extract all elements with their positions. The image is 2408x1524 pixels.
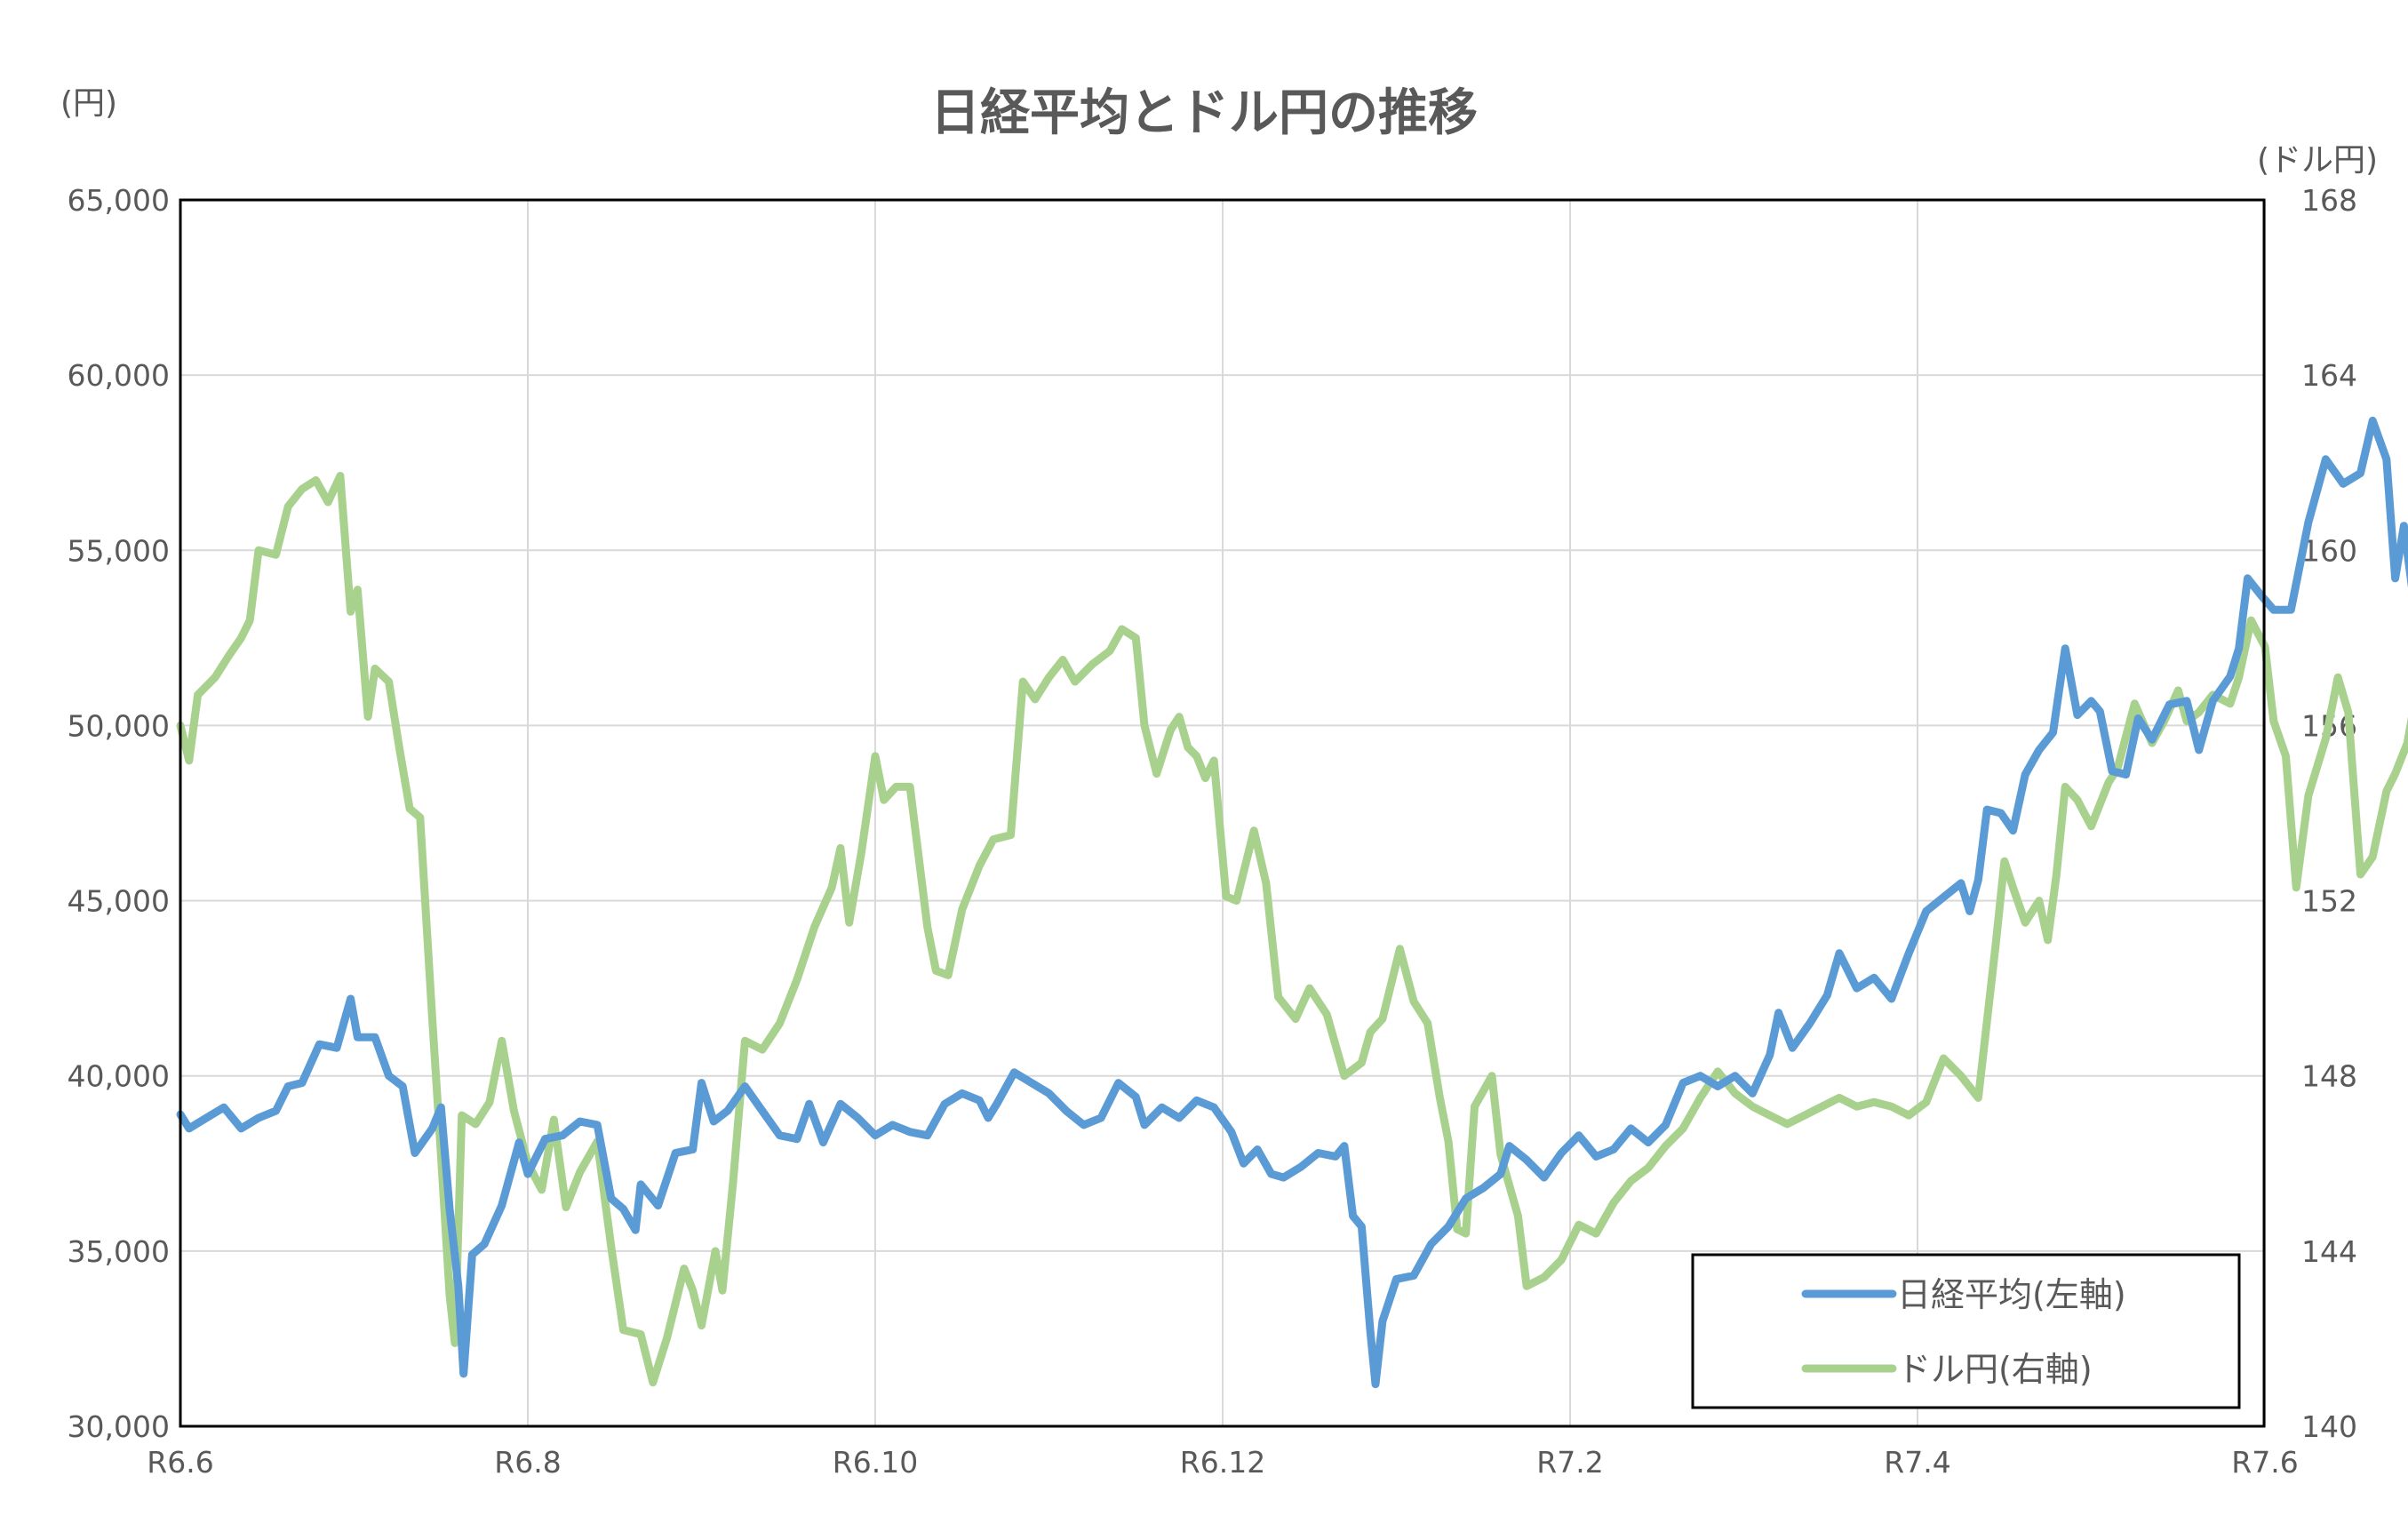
plot-area-border: [179, 198, 2266, 1428]
left-axis-tick-label: 60,000: [68, 358, 170, 393]
legend: 日経平均(左軸) ドル円(右軸): [1691, 1253, 2241, 1409]
series-line-nikkei: [176, 416, 2408, 1389]
left-axis-tick-label: 30,000: [68, 1409, 170, 1444]
right-axis-tick-label: 148: [2301, 1059, 2357, 1094]
x-axis-tick-label: R6.6: [147, 1445, 213, 1480]
left-axis-tick-label: 65,000: [68, 183, 170, 218]
series-line-usdjpy: [176, 472, 2408, 1387]
x-axis-tick-label: R7.4: [1884, 1445, 1950, 1480]
left-axis-ticks: 30,000 35,000 40,000 45,000 50,000 55,000 60,0…: [68, 183, 170, 1444]
chart-title: 日経平均とドル円の推移: [930, 84, 1478, 142]
legend-box: [1691, 1253, 2241, 1409]
left-axis-tick-label: 40,000: [68, 1059, 170, 1094]
series-lines: [176, 416, 2408, 1389]
left-axis-tick-label: 35,000: [68, 1234, 170, 1269]
right-axis-tick-label: 152: [2301, 884, 2357, 919]
left-axis-tick-label: 45,000: [68, 884, 170, 919]
x-axis-tick-label: R7.2: [1536, 1445, 1603, 1480]
right-axis-tick-label: 140: [2301, 1409, 2357, 1444]
left-axis-tick-label: 55,000: [68, 533, 170, 568]
left-axis-unit: (円): [60, 85, 117, 122]
right-axis-tick-label: 160: [2301, 533, 2357, 568]
left-axis-tick-label: 50,000: [68, 708, 170, 743]
right-axis-tick-label: 144: [2301, 1234, 2357, 1269]
legend-label-nikkei: 日経平均(左軸): [1897, 1275, 2126, 1314]
right-axis-unit: (ドル円): [2257, 142, 2378, 179]
x-axis-tick-label: R6.10: [833, 1445, 918, 1480]
x-axis-tick-label: R6.12: [1180, 1445, 1265, 1480]
x-axis-ticks: R6.6R6.8R6.10R6.12R7.2R7.4R7.6R7.8R7.10R…: [147, 1445, 2298, 1480]
legend-label-usdjpy: ドル円(右軸): [1897, 1350, 2093, 1389]
right-axis-tick-label: 164: [2301, 358, 2357, 393]
x-axis-tick-label: R6.8: [494, 1445, 561, 1480]
right-axis-tick-label: 168: [2301, 183, 2357, 218]
x-axis-tick-label: R7.6: [2231, 1445, 2298, 1480]
